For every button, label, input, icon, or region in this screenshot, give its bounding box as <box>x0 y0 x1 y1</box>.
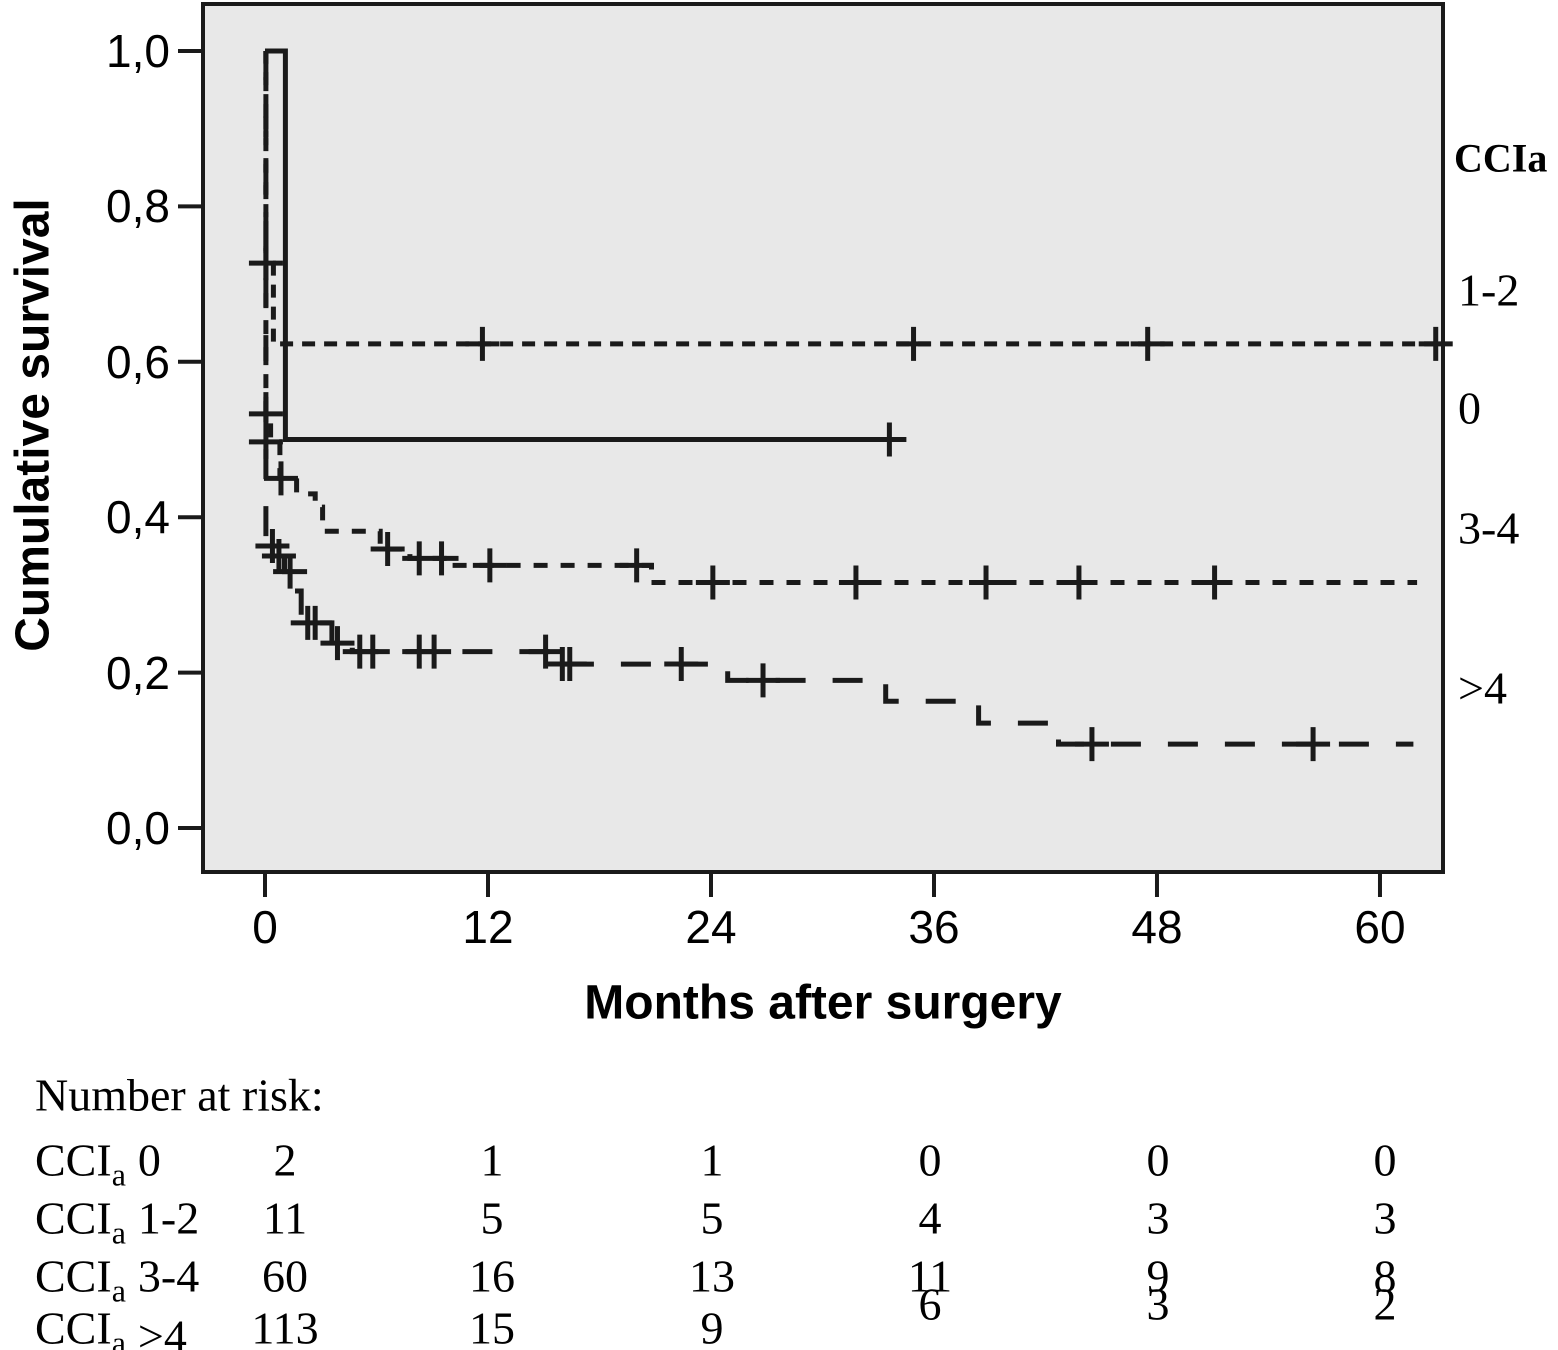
y-tick-label: 0,4 <box>106 491 170 544</box>
x-tick-label: 48 <box>1131 901 1183 953</box>
risk-cell: 2 <box>273 1134 297 1186</box>
risk-row-label: CCIa 1-2 <box>35 1192 200 1251</box>
risk-cell: 5 <box>480 1192 504 1244</box>
risk-cell: 13 <box>689 1250 735 1302</box>
censor-marks-1-2 <box>248 246 1453 361</box>
risk-cell: 113 <box>251 1302 319 1350</box>
censor-marks-0 <box>872 422 907 457</box>
risk-cell: 8 <box>1373 1250 1397 1302</box>
risk-cell: 0 <box>1373 1134 1397 1186</box>
legend-entry-3-4: 3-4 <box>1458 502 1520 554</box>
plot-border <box>201 2 1445 874</box>
censor-marks->4 <box>255 528 1331 762</box>
risk-cell: 9 <box>1146 1250 1170 1302</box>
risk-cell: 1 <box>480 1134 504 1186</box>
risk-cell: 11 <box>907 1250 953 1302</box>
km-curve-3-4 <box>263 48 1418 585</box>
x-tick-label: 60 <box>1354 901 1406 953</box>
y-axis-title: Cumulative survival <box>6 198 60 652</box>
legend-entry-gt4: >4 <box>1458 662 1507 714</box>
risk-cell: 15 <box>469 1302 515 1350</box>
legend-entry-1-2: 1-2 <box>1458 264 1520 316</box>
risk-cell: 4 <box>918 1192 942 1244</box>
y-tick-label: 0,8 <box>106 180 170 233</box>
risk-cell: 3 <box>1146 1278 1170 1330</box>
risk-row-label: CCIa >4 <box>35 1302 187 1350</box>
x-tick-label: 12 <box>462 901 514 953</box>
x-tick-label: 36 <box>908 901 960 953</box>
risk-cell: 11 <box>262 1192 308 1244</box>
risk-cell: 6 <box>918 1278 942 1330</box>
risk-cell: 0 <box>918 1134 942 1186</box>
risk-cell: 16 <box>469 1250 515 1302</box>
number-at-risk-header: Number at risk: <box>35 1069 324 1121</box>
risk-cell: 9 <box>700 1302 724 1350</box>
risk-cell: 60 <box>262 1250 308 1302</box>
y-tick-label: 0,0 <box>106 802 170 854</box>
risk-cell: 0 <box>1146 1134 1170 1186</box>
legend-entry-0: 0 <box>1458 382 1481 434</box>
risk-cell: 1 <box>700 1134 724 1186</box>
x-tick-label: 0 <box>252 901 278 953</box>
x-axis-title: Months after surgery <box>584 976 1062 1030</box>
x-tick-label: 24 <box>685 901 737 953</box>
risk-row-label: CCIa 3-4 <box>35 1250 200 1309</box>
risk-cell: 3 <box>1373 1192 1397 1244</box>
legend-title: CCIa <box>1454 135 1548 181</box>
y-tick-label: 1,0 <box>106 25 170 77</box>
risk-cell: 5 <box>700 1192 724 1244</box>
y-tick-label: 0,2 <box>106 646 170 699</box>
risk-row-label: CCIa 0 <box>35 1134 161 1193</box>
km-curve-0 <box>265 48 901 442</box>
risk-cell: 3 <box>1146 1192 1170 1244</box>
risk-cell: 2 <box>1373 1278 1397 1330</box>
y-tick-label: 0,6 <box>106 335 170 388</box>
